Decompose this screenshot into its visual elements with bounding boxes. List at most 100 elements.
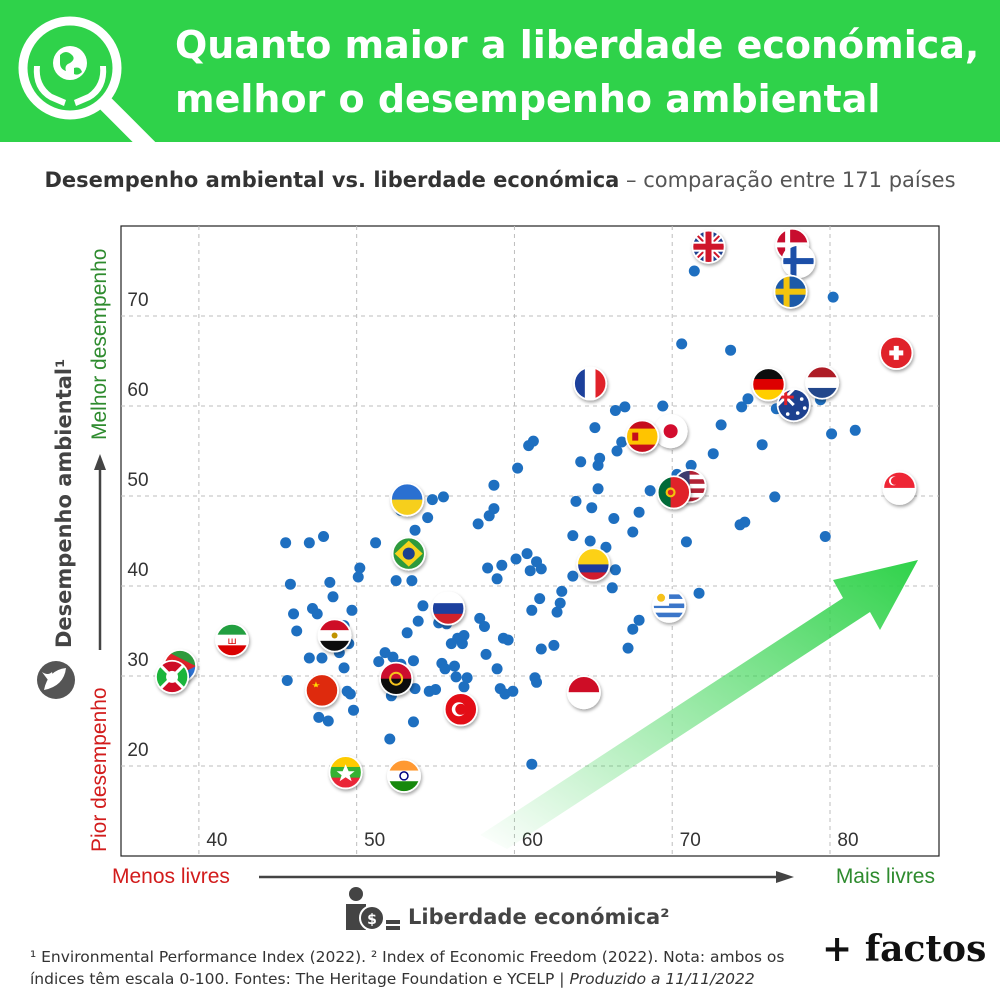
data-point	[633, 614, 645, 626]
gridlines	[121, 226, 939, 856]
data-point	[510, 553, 522, 565]
x-axis-title: Liberdade económica²	[408, 905, 669, 929]
x-tick-label: 40	[206, 830, 227, 851]
in-flag	[387, 758, 421, 793]
data-point	[281, 675, 293, 686]
data-point	[548, 639, 560, 651]
data-point	[488, 479, 500, 491]
data-point	[611, 445, 623, 457]
data-point	[346, 604, 358, 616]
footnote-text: ¹ Environmental Performance Index (2022)…	[30, 948, 785, 988]
data-point	[474, 612, 486, 624]
data-point	[461, 672, 473, 684]
data-point	[633, 506, 645, 518]
data-point	[556, 585, 568, 597]
data-point	[488, 503, 500, 515]
cn-flag	[304, 673, 339, 708]
data-point	[303, 652, 315, 664]
title-line-2: melhor o desempenho ambiental	[175, 77, 881, 121]
data-point	[338, 662, 350, 674]
data-point	[600, 541, 612, 553]
data-point	[584, 535, 596, 547]
mm-flag	[328, 755, 363, 790]
data-point	[527, 435, 539, 447]
data-point	[373, 656, 385, 668]
jp-flag	[653, 414, 688, 449]
data-point	[622, 642, 634, 654]
data-point	[390, 575, 402, 587]
data-point	[521, 548, 533, 560]
data-point	[422, 512, 434, 524]
data-point	[535, 643, 547, 655]
money-person-icon: $	[346, 887, 400, 931]
chart-subtitle: Desempenho ambiental vs. liberdade econó…	[0, 168, 1000, 192]
data-point	[437, 491, 449, 503]
x-tick-label: 80	[837, 830, 858, 851]
footnote: ¹ Environmental Performance Index (2022)…	[30, 946, 810, 990]
data-point	[657, 400, 669, 412]
data-point	[313, 711, 325, 723]
data-point	[318, 531, 330, 542]
data-point	[458, 630, 470, 641]
data-point	[756, 439, 768, 451]
data-point	[291, 625, 303, 637]
footnote-date: Produzido a 11/11/2022	[569, 970, 755, 988]
data-point	[575, 456, 587, 468]
data-point	[526, 604, 538, 616]
data-point	[739, 516, 751, 528]
data-point	[627, 623, 639, 635]
data-point	[370, 537, 382, 549]
data-point	[344, 688, 356, 700]
data-point	[715, 419, 727, 431]
sg-flag	[882, 470, 917, 505]
data-point	[430, 684, 442, 695]
fr-flag	[573, 366, 608, 401]
data-point	[407, 716, 419, 728]
data-point	[322, 715, 334, 727]
data-point	[535, 563, 547, 575]
x-tick-label: 70	[680, 830, 701, 851]
data-point	[627, 526, 639, 538]
data-point	[472, 518, 484, 530]
data-point	[616, 436, 628, 448]
data-point	[284, 578, 296, 590]
data-point	[736, 401, 748, 413]
y-tick-label: 60	[127, 380, 148, 401]
data-point	[354, 562, 366, 574]
x-left-label: Menos livres	[112, 865, 230, 888]
ch-flag	[879, 335, 914, 370]
co-flag	[576, 547, 611, 582]
ru-flag	[431, 591, 466, 626]
globe-magnifier-icon	[18, 16, 158, 156]
data-point	[680, 536, 692, 548]
data-point	[387, 651, 399, 663]
data-point	[819, 531, 831, 542]
data-point	[311, 608, 323, 620]
page-title: Quanto maior a liberdade económica, melh…	[175, 18, 979, 126]
brand-logo: + factos	[822, 928, 987, 970]
data-point	[448, 660, 460, 672]
y-tick-label: 40	[127, 560, 148, 581]
data-point	[502, 634, 514, 646]
data-point	[458, 681, 470, 693]
data-point	[480, 648, 492, 660]
subtitle-bold: Desempenho ambiental vs. liberdade econó…	[44, 168, 620, 192]
nl-flag	[805, 365, 840, 400]
se-flag	[773, 274, 808, 309]
data-point	[531, 676, 543, 688]
data-point	[570, 495, 582, 507]
ir-flag: ш	[215, 623, 250, 657]
tr-flag	[443, 692, 478, 727]
data-point	[512, 462, 524, 474]
data-point	[482, 562, 494, 574]
data-point	[324, 576, 336, 588]
au-flag	[776, 388, 811, 423]
data-point	[685, 459, 697, 471]
data-point	[693, 587, 705, 599]
y-top-label: Melhor desempenho	[88, 249, 111, 440]
data-point	[534, 593, 546, 605]
data-point	[586, 502, 598, 514]
ua-flag	[390, 482, 425, 517]
header-banner: Quanto maior a liberdade económica, melh…	[0, 0, 1000, 156]
